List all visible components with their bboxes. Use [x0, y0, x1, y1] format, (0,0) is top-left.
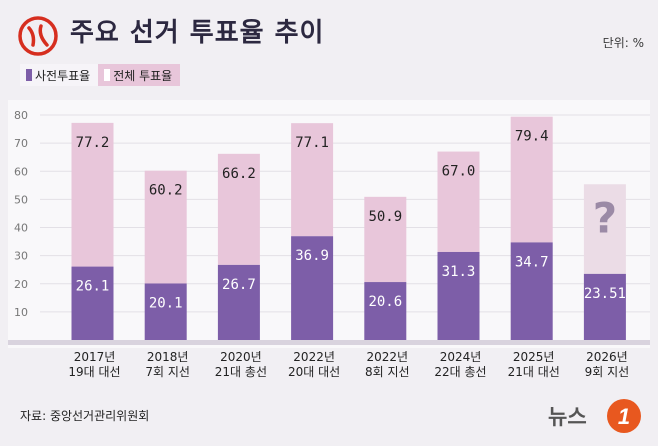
y-tick-label: 10 [14, 306, 28, 319]
legend-label-early: 사전투표율 [35, 68, 91, 83]
bar-total-placeholder [583, 184, 626, 274]
bar-total-label: 77.1 [295, 135, 329, 151]
x-tick-label: 21대 총선 [215, 365, 267, 379]
bar-total-label: 79.4 [515, 129, 549, 145]
baseline [8, 340, 650, 345]
y-tick-label: 30 [14, 250, 28, 263]
x-tick-label: 2017년 [74, 350, 116, 364]
news-logo-badge-text: 1 [618, 404, 630, 429]
bar-early-label: 20.6 [368, 294, 402, 310]
y-tick-label: 60 [14, 165, 28, 178]
unknown-mark: ? [593, 193, 617, 242]
bar-total [71, 122, 114, 267]
y-tick-label: 70 [14, 137, 28, 150]
source-note: 자료: 중앙선거관리위원회 [20, 409, 150, 423]
x-tick-label: 2022년 [367, 350, 409, 364]
bar-early-label: 20.1 [149, 295, 183, 311]
y-tick-label: 50 [14, 193, 28, 206]
bar-early [291, 236, 334, 340]
bar-early-label: 23.51 [584, 286, 626, 302]
unit-label: 단위: % [602, 36, 644, 50]
legend-total: 전체 투표율 [98, 64, 181, 86]
x-tick-label: 2018년 [147, 350, 189, 364]
chart-title: 주요 선거 투표율 추이 [70, 18, 325, 48]
bar-early-label: 26.7 [222, 277, 256, 293]
bar-early [71, 266, 114, 340]
bar-early-label: 36.9 [295, 248, 329, 264]
bar-early-label: 26.1 [76, 279, 110, 295]
bar-total-label: 67.0 [442, 164, 476, 180]
x-tick-label: 2024년 [440, 350, 482, 364]
bar-early [583, 273, 626, 340]
bar-total-label: 50.9 [368, 209, 402, 225]
x-tick-label: 7회 지선 [145, 365, 190, 379]
x-tick-label: 8회 지선 [365, 365, 410, 379]
ballot-stamp-icon [18, 16, 58, 56]
x-tick-label: 2026년 [586, 350, 628, 364]
bar-early [510, 242, 553, 340]
bar-early [437, 251, 480, 340]
x-tick-label: 22대 총선 [434, 365, 486, 379]
bar-total [510, 116, 553, 243]
bar-total [144, 170, 187, 284]
bar-total [364, 196, 407, 283]
legend-early: 사전투표율 [20, 64, 99, 86]
y-tick-label: 20 [14, 278, 28, 291]
bar-early-label: 31.3 [442, 264, 476, 280]
bar-early [364, 282, 407, 340]
x-tick-label: 19대 대선 [68, 365, 120, 379]
news-logo-badge: 1 [607, 399, 641, 433]
x-tick-label: 21대 대선 [508, 365, 560, 379]
x-tick-label: 2020년 [220, 350, 262, 364]
legend: 사전투표율 전체 투표율 [20, 64, 181, 86]
news-logo-text: 뉴스 [548, 405, 587, 429]
x-tick-label: 20대 대선 [288, 365, 340, 379]
x-tick-label: 2022년 [293, 350, 335, 364]
y-tick-label: 80 [14, 109, 28, 122]
legend-swatch-total [104, 69, 111, 81]
bar-early [217, 264, 260, 340]
bar-total [291, 123, 334, 237]
bar-total-label: 66.2 [222, 166, 256, 182]
x-tick-label: 2025년 [513, 350, 555, 364]
bar-early [144, 283, 187, 340]
bar-total [217, 153, 260, 265]
legend-swatch-early [26, 69, 32, 81]
bar-early-label: 34.7 [515, 254, 549, 270]
y-tick-label: 40 [14, 222, 28, 235]
x-tick-label: 9회 지선 [585, 365, 630, 379]
bar-total-label: 77.2 [76, 135, 110, 151]
legend-label-total: 전체 투표율 [113, 68, 173, 83]
bar-total [437, 151, 480, 252]
bar-total-label: 60.2 [149, 183, 183, 199]
